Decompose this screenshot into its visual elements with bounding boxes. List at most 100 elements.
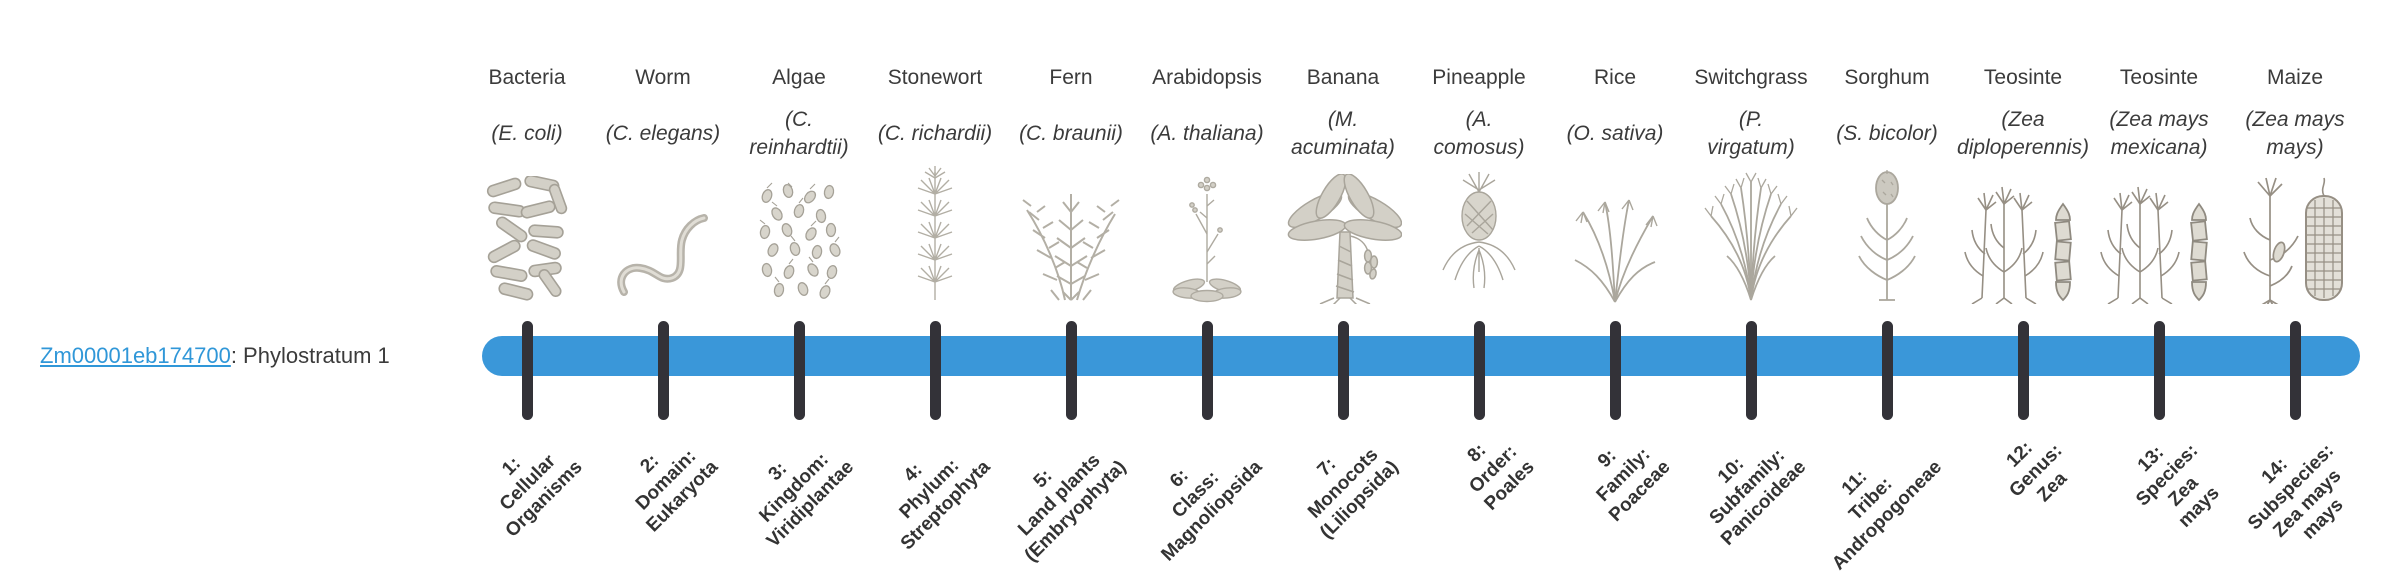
organism-illustration: [2091, 168, 2227, 304]
gene-label: Zm00001eb174700: Phylostratum 1: [40, 342, 390, 370]
organism-common-name: Worm: [635, 66, 691, 89]
organism-column: Switchgrass (P. virgatum) 10: Subfamily:…: [1683, 0, 1819, 580]
organism-column: Rice (O. sativa) 9: Family: Poaceae: [1547, 0, 1683, 580]
phylostratum-tick: [2153, 321, 2165, 420]
organism-species-name: (Zea mays mexicana): [2109, 108, 2209, 159]
organism-illustration: [1683, 168, 1819, 304]
phylostratum-tick: [657, 321, 669, 420]
organism-column: Algae (C. reinhardtii) 3: Kingdom: Virid…: [731, 0, 867, 580]
stratum-label: 7: Monocots (Liliopsida): [1303, 444, 1403, 543]
organism-species-name: (O. sativa): [1566, 122, 1664, 146]
organism-illustration: [1955, 168, 2091, 304]
organism-common-name: Rice: [1593, 66, 1636, 89]
phylostratum-tick: [1337, 321, 1349, 420]
organism-illustration: [2227, 168, 2363, 304]
phylostratum-tick: [1881, 321, 1893, 420]
phylostratum-tick: [521, 321, 533, 420]
stratum-label: 8: Order: Poales: [1463, 439, 1539, 515]
organism-column: Teosinte (Zea mays mexicana) 13: Species…: [2091, 0, 2227, 580]
organism-common-name: Switchgrass: [1694, 66, 1808, 89]
organism-illustration: [1275, 168, 1411, 304]
stratum-label: 13: Species: Zea mays: [2131, 440, 2224, 533]
organism-column: Maize (Zea mays mays) 14: Subspecies: Ze…: [2227, 0, 2363, 580]
stratum-label: 10: Subfamily: Panicoideae: [1705, 444, 1811, 550]
switchgrass-icon: [1704, 172, 1798, 301]
organism-species-name: (Zea diploperennis): [1957, 108, 2089, 159]
pineapple-icon: [1442, 172, 1516, 289]
organism-species-name: (C. richardii): [877, 122, 993, 146]
stratum-label: 3: Kingdom: Viridiplantae: [755, 448, 859, 552]
organism-column: Worm (C. elegans) 2: Domain: Eukaryota: [595, 0, 731, 580]
organism-common-name: Sorghum: [1844, 66, 1930, 89]
organism-species-name: (A. comosus): [1433, 108, 1525, 159]
organism-column: Stonewort (C. richardii) 4: Phylum: Stre…: [867, 0, 1003, 580]
organism-column: Banana (M. acuminata) 7: Monocots (Lilio…: [1275, 0, 1411, 580]
stonewort-icon: [917, 166, 953, 300]
phylostratum-tick: [2017, 321, 2029, 420]
organism-species-name: (C. elegans): [605, 122, 721, 146]
phylostratum-tick: [1201, 321, 1213, 420]
stratum-label: 6: Class: Magnoliopsida: [1157, 456, 1267, 566]
algae-icon: [759, 182, 841, 299]
gene-id-link[interactable]: Zm00001eb174700: [40, 343, 231, 368]
organism-common-name: Teosinte: [1983, 66, 2063, 89]
phylostratum-tick: [1609, 321, 1621, 420]
organism-species-name: (C. braunii): [1019, 122, 1123, 146]
maize-icon: [2243, 177, 2343, 304]
organism-species-name: (M. acuminata): [1291, 108, 1395, 159]
organism-column: Teosinte (Zea diploperennis) 12: Genus: …: [1955, 0, 2091, 580]
stratum-label: 2: Domain: Eukaryota: [631, 445, 723, 537]
gene-label-suffix: : Phylostratum 1: [230, 343, 390, 368]
organism-illustration: [1411, 168, 1547, 304]
worm-icon: [616, 214, 708, 296]
organism-column: Pineapple (A. comosus) 8: Order: Poales: [1411, 0, 1547, 580]
organism-common-name: Bacteria: [488, 66, 566, 89]
organism-common-name: Fern: [1049, 66, 1093, 89]
sorghum-icon: [1858, 170, 1916, 301]
organism-illustration: [1003, 168, 1139, 304]
organism-species-name: (C. reinhardtii): [749, 108, 849, 159]
organism-common-name: Maize: [2266, 66, 2324, 89]
organism-illustration: [731, 168, 867, 304]
phylostratum-tick: [1065, 321, 1077, 420]
organism-common-name: Arabidopsis: [1152, 66, 1262, 89]
organism-species-name: (E. coli): [491, 122, 563, 146]
organism-species-name: (Zea mays mays): [2245, 108, 2345, 159]
stratum-label: 1: Cellular Organisms: [495, 450, 587, 542]
organism-illustration: [1547, 168, 1683, 304]
organism-illustration: [1819, 168, 1955, 304]
stratum-label: 12: Genus: Zea: [2002, 437, 2071, 506]
phylostratum-tick: [1745, 321, 1757, 420]
organism-common-name: Algae: [772, 66, 826, 89]
organism-common-name: Stonewort: [887, 66, 983, 89]
organism-common-name: Banana: [1306, 66, 1380, 89]
phylostratum-tick: [929, 321, 941, 420]
organism-column: Sorghum (S. bicolor) 11: Tribe: Andropog…: [1819, 0, 1955, 580]
stratum-label: 11: Tribe: Andropogoneae: [1828, 456, 1947, 575]
organism-common-name: Pineapple: [1432, 66, 1526, 89]
phylostratum-tick: [1473, 321, 1485, 420]
teosinte-icon: [1964, 186, 2072, 304]
organism-column: Bacteria (E. coli) 1: Cellular Organisms: [459, 0, 595, 580]
organism-species-name: (P. virgatum): [1707, 108, 1795, 159]
phylostratum-tick: [2289, 321, 2301, 420]
stratum-label: 4: Phylum: Streptophyta: [895, 455, 995, 554]
rice-icon: [1574, 199, 1658, 303]
organism-column: Fern (C. braunii) 5: Land plants (Embryo…: [1003, 0, 1139, 580]
organism-common-name: Teosinte: [2119, 66, 2199, 89]
organism-column: Arabidopsis (A. thaliana) 6: Class: Magn…: [1139, 0, 1275, 580]
organism-illustration: [1139, 168, 1275, 304]
organism-illustration: [459, 168, 595, 304]
fern-icon: [1022, 194, 1120, 301]
stratum-label: 5: Land plants (Embryophyta): [1014, 449, 1131, 566]
stratum-label: 14: Subspecies: Zea mays mays: [2243, 440, 2348, 544]
teosinte-icon: [2100, 186, 2208, 304]
organism-species-name: (S. bicolor): [1836, 122, 1938, 146]
organism-species-name: (A. thaliana): [1150, 122, 1264, 146]
bacteria-icon: [486, 176, 567, 301]
arabidopsis-icon: [1172, 176, 1242, 303]
banana-icon: [1287, 174, 1402, 304]
organism-illustration: [867, 166, 1003, 304]
phylostratum-tick: [793, 321, 805, 420]
